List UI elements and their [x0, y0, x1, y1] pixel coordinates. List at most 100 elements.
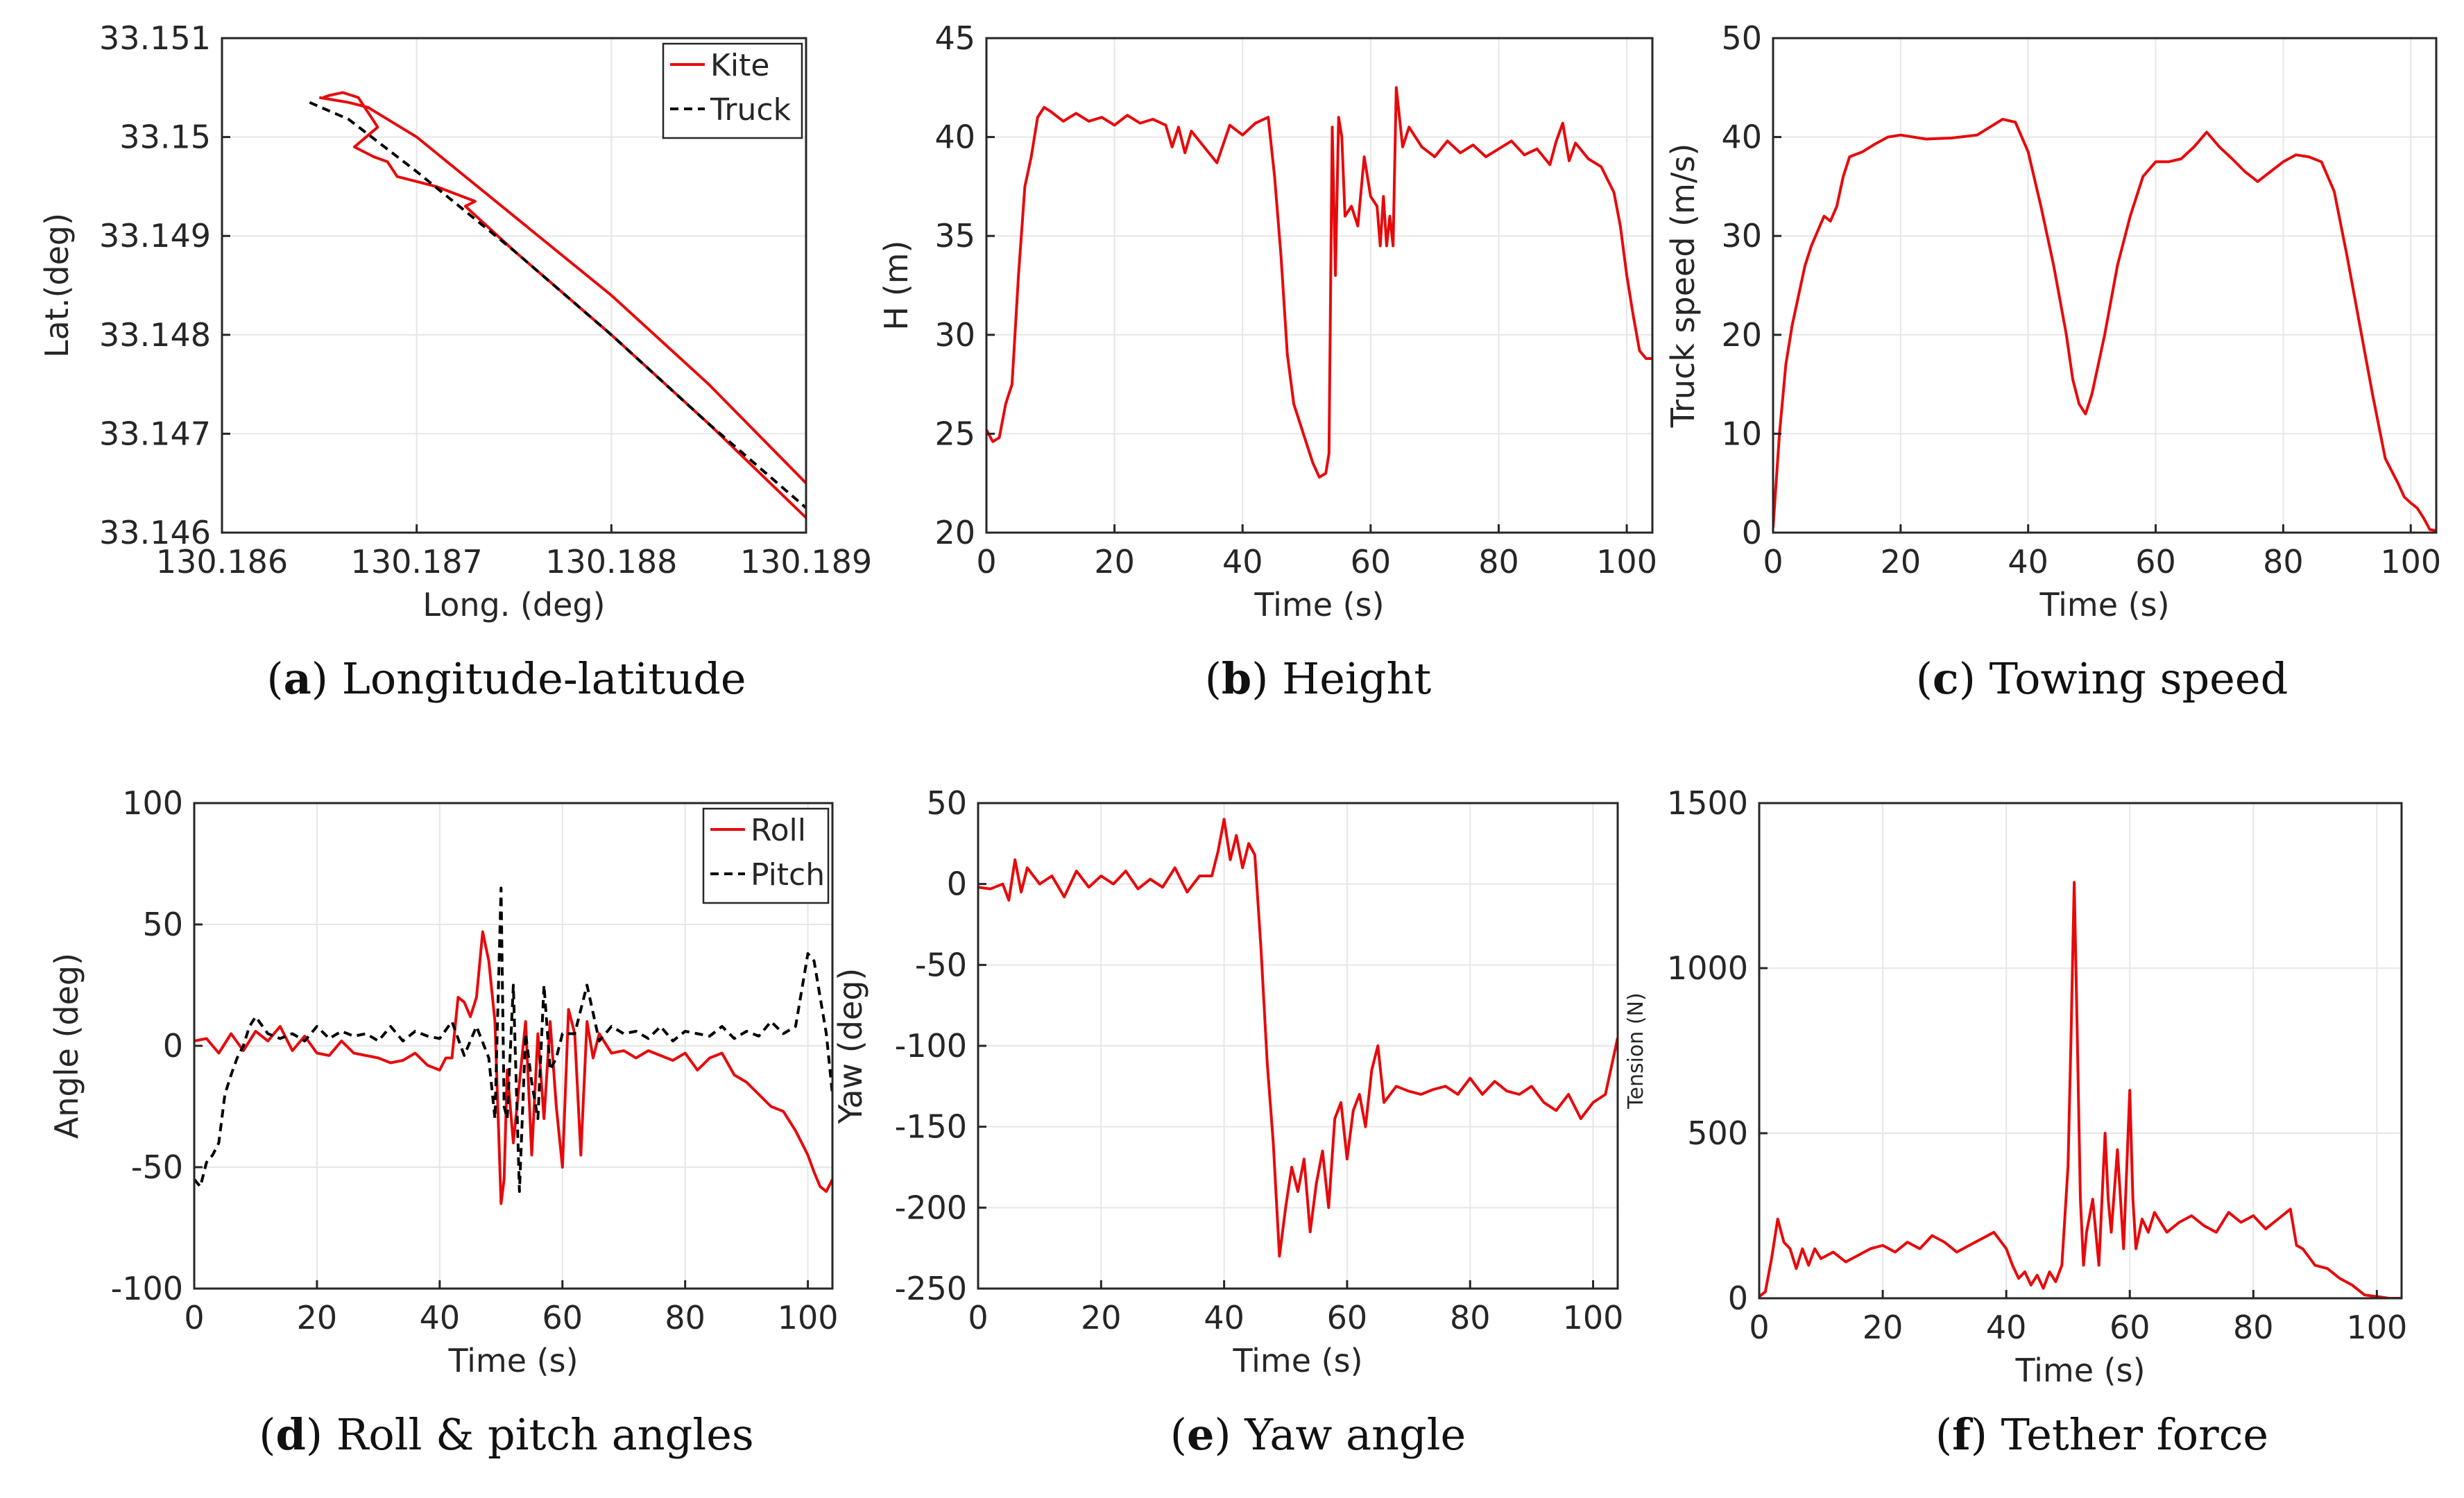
legend-label-kite: Kite — [710, 48, 769, 83]
caption-letter: c — [1933, 653, 1959, 704]
y-tick-label: -200 — [895, 1189, 967, 1226]
panel-caption: (f) Tether force — [1935, 1409, 2268, 1460]
x-tick-label: 40 — [1204, 1299, 1244, 1336]
panel-c: 0 20 40 60 80 100 0 10 20 30 40 50 Time (s) Truck spe… — [1664, 19, 2441, 704]
x-axis-label: Time (s) — [1254, 586, 1384, 623]
y-axis-label: Truck speed (m/s) — [1664, 144, 1702, 429]
x-tick-label: 0 — [976, 543, 996, 580]
y-tick-label: 30 — [1721, 217, 1762, 255]
panel-caption: (d) Roll & pitch angles — [259, 1409, 753, 1460]
y-tick-label: 50 — [142, 906, 183, 943]
y-tick-label: 1500 — [1667, 784, 1748, 822]
x-tick-label: 130.188 — [545, 543, 677, 580]
x-tick-label: 80 — [2233, 1309, 2274, 1346]
caption-letter: f — [1952, 1409, 1973, 1460]
x-axis-label: Long. (deg) — [422, 586, 605, 623]
y-axis-label: H (m) — [878, 241, 915, 331]
x-axis-label: Time (s) — [2014, 1352, 2145, 1389]
y-tick-label: 20 — [934, 514, 975, 551]
y-tick-label: 33.146 — [99, 514, 211, 551]
y-tick-label: 10 — [1721, 415, 1762, 452]
legend-label-truck: Truck — [710, 92, 792, 128]
y-tick-label: -50 — [131, 1148, 183, 1186]
y-tick-label: 0 — [947, 866, 967, 903]
y-tick-label: 33.149 — [99, 217, 211, 255]
caption-open-paren: ( — [1916, 653, 1933, 704]
caption-letter: e — [1187, 1409, 1214, 1460]
panel-a: 130.186 130.187 130.188 130.189 33.146 33.147… — [38, 19, 872, 704]
plot-area — [1773, 38, 2436, 533]
y-tick-label: 35 — [934, 217, 975, 255]
series-line-truck-speed — [1773, 117, 2436, 533]
y-tick-label: 100 — [122, 784, 183, 822]
y-tick-label: 50 — [926, 784, 967, 822]
y-axis-label: Lat.(deg) — [38, 213, 76, 358]
legend: Kite Truck — [662, 42, 803, 139]
x-tick-label: 20 — [297, 1299, 338, 1336]
caption-text: ) Roll & pitch angles — [306, 1409, 754, 1460]
x-tick-label: 100 — [1596, 543, 1657, 580]
x-axis-label: Time (s) — [2039, 586, 2169, 623]
x-tick-label: 40 — [1986, 1309, 2027, 1346]
y-tick-label: -50 — [915, 946, 967, 983]
x-tick-label: 130.187 — [351, 543, 483, 580]
axes-frame — [985, 37, 1654, 534]
x-tick-label: 100 — [2380, 543, 2441, 580]
y-tick-label: 33.148 — [99, 316, 211, 354]
y-tick-label: 30 — [934, 316, 975, 354]
y-tick-label: 50 — [1721, 19, 1762, 57]
panel-caption: (e) Yaw angle — [1170, 1409, 1466, 1460]
legend: Roll Pitch — [702, 807, 830, 904]
x-tick-label: 60 — [542, 1299, 583, 1336]
x-tick-label: 60 — [1351, 543, 1392, 580]
series-line-roll — [194, 930, 832, 1205]
y-tick-label: 0 — [163, 1027, 183, 1065]
x-tick-label: 100 — [1563, 1299, 1624, 1336]
x-axis-label: Time (s) — [447, 1342, 578, 1379]
panel-d: 0 20 40 60 80 100 -100 -50 0 50 100 Time (s) Angle (… — [48, 784, 839, 1460]
legend-label-pitch: Pitch — [751, 857, 825, 893]
legend-box — [662, 42, 803, 139]
y-tick-label: -100 — [111, 1270, 183, 1307]
caption-text: ) Height — [1251, 653, 1431, 704]
x-tick-label: 80 — [665, 1299, 705, 1336]
caption-open-paren: ( — [1205, 653, 1222, 704]
x-tick-label: 60 — [1327, 1299, 1368, 1336]
caption-letter: d — [275, 1409, 305, 1460]
y-tick-label: 40 — [1721, 119, 1762, 156]
x-tick-label: 0 — [1763, 543, 1783, 580]
series-line-truck — [309, 101, 806, 510]
x-tick-label: 100 — [2346, 1309, 2407, 1346]
x-tick-label: 60 — [2135, 543, 2176, 580]
x-tick-label: 130.186 — [156, 543, 288, 580]
y-axis-label: Yaw (deg) — [832, 968, 869, 1125]
caption-text: ) Yaw angle — [1214, 1409, 1466, 1460]
x-tick-label: 80 — [2263, 543, 2304, 580]
x-tick-label: 20 — [1863, 1309, 1903, 1346]
y-tick-label: 45 — [934, 19, 975, 57]
caption-open-paren: ( — [266, 653, 283, 704]
panel-caption: (c) Towing speed — [1916, 653, 2288, 704]
y-tick-label: -100 — [895, 1027, 967, 1065]
x-tick-label: 0 — [968, 1299, 988, 1336]
caption-letter: b — [1222, 653, 1251, 704]
y-tick-label: 20 — [1721, 316, 1762, 354]
y-tick-label: -150 — [895, 1108, 967, 1146]
y-tick-label: 33.147 — [99, 415, 211, 452]
y-axis-label: Tension (N) — [1624, 992, 1648, 1109]
y-tick-label: 0 — [1742, 514, 1762, 551]
panel-caption: (b) Height — [1205, 653, 1432, 704]
x-tick-label: 40 — [2008, 543, 2048, 580]
x-tick-label: 20 — [1094, 543, 1135, 580]
caption-open-paren: ( — [1170, 1409, 1187, 1460]
y-tick-label: 1000 — [1667, 949, 1748, 987]
panel-e: 0 20 40 60 80 100 -250 -200 -150 -100 -50 0 50 Time (… — [832, 784, 1623, 1460]
x-tick-label: 20 — [1881, 543, 1922, 580]
axes-frame — [221, 37, 807, 534]
series-line-yaw — [978, 818, 1618, 1258]
y-tick-label: -250 — [895, 1270, 967, 1307]
x-tick-label: 40 — [420, 1299, 461, 1336]
axes-frame — [1758, 802, 2403, 1300]
y-tick-label: 33.15 — [119, 119, 211, 156]
x-axis-label: Time (s) — [1232, 1342, 1362, 1379]
